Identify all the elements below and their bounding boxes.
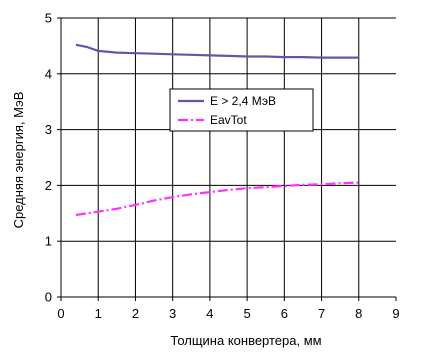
x-tick-label-1: 1 <box>95 306 102 321</box>
x-tick-label-7: 7 <box>318 306 325 321</box>
axes <box>57 17 397 301</box>
y-tick-label-0: 0 <box>45 290 52 305</box>
x-tick-label-9: 9 <box>392 306 399 321</box>
y-tick-label-4: 4 <box>45 66 52 81</box>
x-tick-label-5: 5 <box>243 306 250 321</box>
x-tick-label-2: 2 <box>132 306 139 321</box>
legend: E > 2,4 МэВ EavTot <box>169 88 314 132</box>
x-tick-label-0: 0 <box>57 306 64 321</box>
y-tick-label-5: 5 <box>45 11 52 26</box>
y-axis-title: Средняя энергия, МэВ <box>11 92 26 229</box>
x-axis-title: Толщина конвертера, мм <box>170 333 321 348</box>
tick-labels: 0 1 2 3 4 5 6 7 8 9 0 1 2 3 4 5 <box>45 11 400 322</box>
series-group <box>75 43 359 217</box>
series-line-0 <box>75 43 359 59</box>
y-tick-label-1: 1 <box>45 234 52 249</box>
series-line-1 <box>75 181 359 217</box>
y-tick-label-2: 2 <box>45 178 52 193</box>
y-tick-label-3: 3 <box>45 122 52 137</box>
x-tick-label-4: 4 <box>206 306 213 321</box>
x-tick-label-6: 6 <box>281 306 288 321</box>
legend-label-eavtot: EavTot <box>210 113 247 127</box>
legend-box <box>169 88 314 132</box>
grid <box>61 17 396 297</box>
x-tick-label-8: 8 <box>355 306 362 321</box>
legend-label-e-gt-2-4: E > 2,4 МэВ <box>210 94 276 108</box>
x-tick-label-3: 3 <box>169 306 176 321</box>
